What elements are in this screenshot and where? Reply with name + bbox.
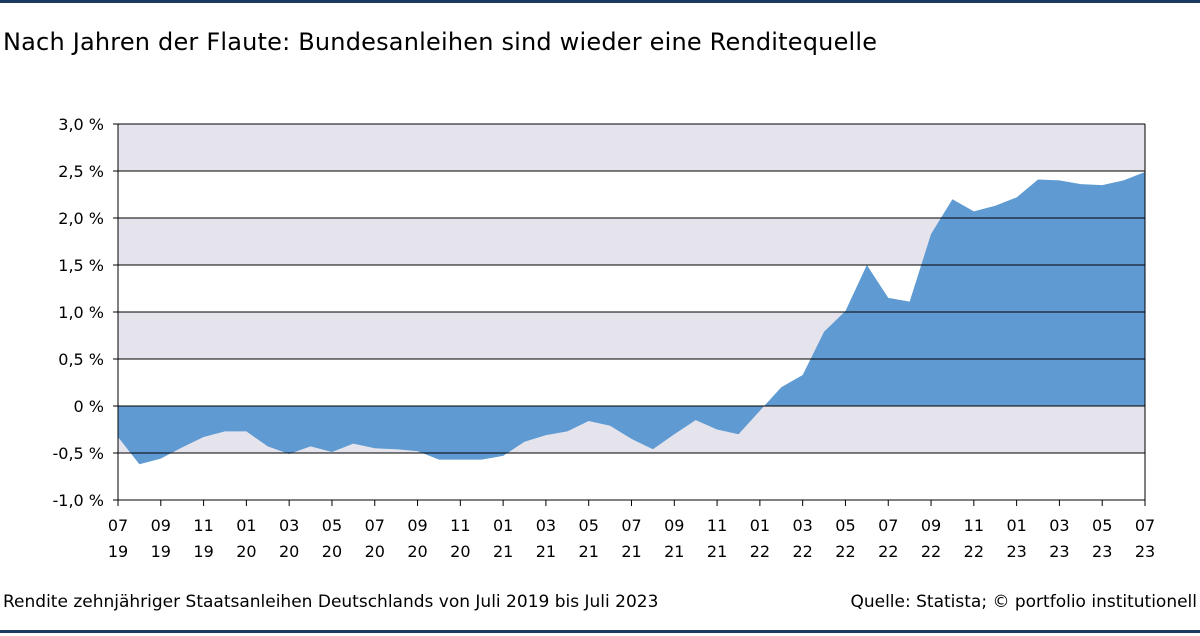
x-tick-label-month: 11 <box>964 516 984 535</box>
series-area <box>118 171 1145 465</box>
x-tick-label-month: 01 <box>236 516 256 535</box>
x-tick-label-year: 23 <box>1006 542 1026 561</box>
x-tick-label-month: 01 <box>750 516 770 535</box>
x-tick-label-year: 21 <box>621 542 641 561</box>
x-tick-label-year: 20 <box>407 542 427 561</box>
y-tick-label: 1,0 % <box>58 303 104 322</box>
x-tick-label-year: 21 <box>493 542 513 561</box>
x-tick-label-month: 07 <box>878 516 898 535</box>
y-tick-label: -1,0 % <box>52 491 104 510</box>
x-tick-label-year: 22 <box>921 542 941 561</box>
x-tick-label-year: 21 <box>664 542 684 561</box>
y-tick-label: 2,5 % <box>58 162 104 181</box>
y-tick-label: -0,5 % <box>52 444 104 463</box>
x-tick-label-month: 09 <box>921 516 941 535</box>
x-tick-label-year: 19 <box>193 542 213 561</box>
x-tick-label-month: 07 <box>1135 516 1155 535</box>
x-tick-label-month: 09 <box>151 516 171 535</box>
x-tick-label-month: 07 <box>621 516 641 535</box>
x-tick-label-year: 20 <box>322 542 342 561</box>
x-tick-label-year: 23 <box>1135 542 1155 561</box>
x-tick-label-month: 01 <box>493 516 513 535</box>
x-tick-label-year: 23 <box>1049 542 1069 561</box>
x-tick-label-year: 21 <box>579 542 599 561</box>
x-tick-label-year: 20 <box>236 542 256 561</box>
chart-source: Quelle: Statista; © portfolio institutio… <box>850 592 1197 612</box>
y-tick-label: 0,5 % <box>58 350 104 369</box>
x-tick-label-month: 07 <box>108 516 128 535</box>
x-tick-label-month: 05 <box>835 516 855 535</box>
x-tick-label-year: 22 <box>878 542 898 561</box>
x-tick-label-month: 03 <box>279 516 299 535</box>
x-tick-label-year: 21 <box>707 542 727 561</box>
y-tick-label: 1,5 % <box>58 256 104 275</box>
x-tick-label-year: 20 <box>365 542 385 561</box>
x-tick-label-year: 23 <box>1092 542 1112 561</box>
x-tick-label-month: 03 <box>792 516 812 535</box>
x-tick-label-month: 11 <box>707 516 727 535</box>
x-tick-label-month: 09 <box>407 516 427 535</box>
y-tick-label: 0 % <box>74 397 104 416</box>
x-tick-label-month: 03 <box>536 516 556 535</box>
chart-description: Rendite zehnjähriger Staatsanleihen Deut… <box>3 592 659 612</box>
x-tick-label-year: 20 <box>450 542 470 561</box>
x-tick-label-month: 11 <box>193 516 213 535</box>
grid-band <box>118 124 1145 171</box>
x-tick-label-year: 22 <box>964 542 984 561</box>
x-tick-label-month: 11 <box>450 516 470 535</box>
x-tick-label-year: 19 <box>108 542 128 561</box>
x-tick-label-month: 07 <box>365 516 385 535</box>
x-tick-label-year: 22 <box>835 542 855 561</box>
x-tick-label-month: 05 <box>1092 516 1112 535</box>
x-tick-label-month: 03 <box>1049 516 1069 535</box>
x-tick-label-year: 20 <box>279 542 299 561</box>
y-tick-label: 3,0 % <box>58 115 104 134</box>
x-tick-label-month: 05 <box>322 516 342 535</box>
x-tick-label-year: 22 <box>750 542 770 561</box>
x-tick-label-month: 09 <box>664 516 684 535</box>
y-tick-label: 2,0 % <box>58 209 104 228</box>
x-tick-label-year: 21 <box>536 542 556 561</box>
chart-title: Nach Jahren der Flaute: Bundesanleihen s… <box>3 28 878 56</box>
x-tick-label-year: 19 <box>151 542 171 561</box>
bottom-rule <box>0 630 1200 633</box>
x-tick-label-year: 22 <box>792 542 812 561</box>
x-tick-label-month: 05 <box>579 516 599 535</box>
top-rule <box>0 0 1200 3</box>
x-tick-label-month: 01 <box>1006 516 1026 535</box>
